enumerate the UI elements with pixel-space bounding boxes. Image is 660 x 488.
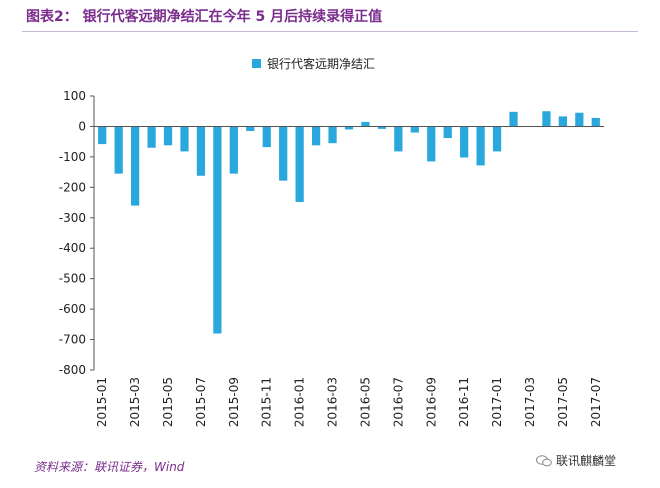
- x-tick-label: 2015-03: [128, 377, 142, 427]
- y-tick-label: -800: [59, 363, 86, 377]
- bar: [575, 112, 584, 127]
- y-tick-label: -200: [59, 180, 86, 194]
- y-tick-label: 0: [78, 119, 86, 133]
- y-tick-label: -100: [59, 150, 86, 164]
- watermark-label: 联讯麒麟堂: [556, 454, 617, 468]
- x-tick-label: 2016-09: [424, 377, 438, 427]
- bar: [361, 121, 370, 127]
- source-note: 资料来源：联讯证券，Wind: [34, 460, 185, 474]
- bar: [591, 117, 600, 127]
- x-tick-label: 2017-07: [589, 377, 603, 427]
- x-tick-label: 2015-01: [95, 377, 109, 427]
- bar: [279, 126, 288, 181]
- bar: [311, 126, 321, 146]
- chart-title: 图表2： 银行代客远期净结汇在今年 5 月后持续录得正值: [26, 9, 383, 25]
- bar: [443, 126, 452, 139]
- y-tick-label: -300: [59, 211, 86, 225]
- legend: 银行代客远期净结汇: [252, 55, 375, 72]
- bar: [196, 126, 206, 176]
- x-tick-label: 2015-05: [161, 377, 175, 427]
- bar: [460, 126, 469, 158]
- y-tick-label: -700: [59, 333, 86, 347]
- bar: [180, 126, 189, 152]
- wechat-icon: [536, 454, 552, 466]
- x-tick-label: 2016-01: [293, 377, 307, 427]
- legend-swatch: [252, 59, 261, 68]
- bar: [229, 126, 238, 174]
- bar: [295, 126, 304, 202]
- bar: [246, 126, 255, 132]
- y-tick-label: -600: [59, 302, 86, 316]
- bar: [542, 111, 551, 127]
- bar: [147, 126, 156, 148]
- x-tick-label: 2015-09: [227, 377, 241, 427]
- bar: [394, 126, 403, 152]
- bar: [114, 126, 123, 174]
- bar: [509, 111, 518, 127]
- x-tick-label: 2015-11: [260, 377, 274, 427]
- x-tick-label: 2017-03: [523, 377, 537, 427]
- bar: [328, 126, 337, 144]
- watermark: 联讯麒麟堂: [536, 452, 616, 469]
- title-divider: [22, 31, 638, 32]
- y-tick-label: -500: [59, 272, 86, 286]
- x-tick-label: 2016-11: [457, 377, 471, 427]
- bar: [476, 126, 485, 166]
- bar: [213, 126, 222, 334]
- bar: [344, 126, 354, 130]
- x-tick-label: 2016-05: [358, 377, 372, 427]
- y-tick-label: 100: [63, 89, 86, 103]
- x-tick-label: 2015-07: [194, 377, 208, 427]
- legend-label: 银行代客远期净结汇: [267, 57, 376, 71]
- x-tick-label: 2017-01: [490, 377, 504, 427]
- x-tick-label: 2017-05: [556, 377, 570, 427]
- bar: [262, 126, 271, 148]
- bar: [410, 126, 419, 133]
- bar: [163, 126, 173, 146]
- x-tick-label: 2016-07: [391, 377, 405, 427]
- bar: [98, 126, 107, 145]
- bar: [427, 126, 436, 162]
- y-tick-label: -400: [59, 241, 86, 255]
- bar: [492, 126, 502, 152]
- bar: [377, 126, 387, 129]
- bar: [558, 116, 567, 127]
- bar: [131, 126, 140, 206]
- x-tick-label: 2016-03: [326, 377, 340, 427]
